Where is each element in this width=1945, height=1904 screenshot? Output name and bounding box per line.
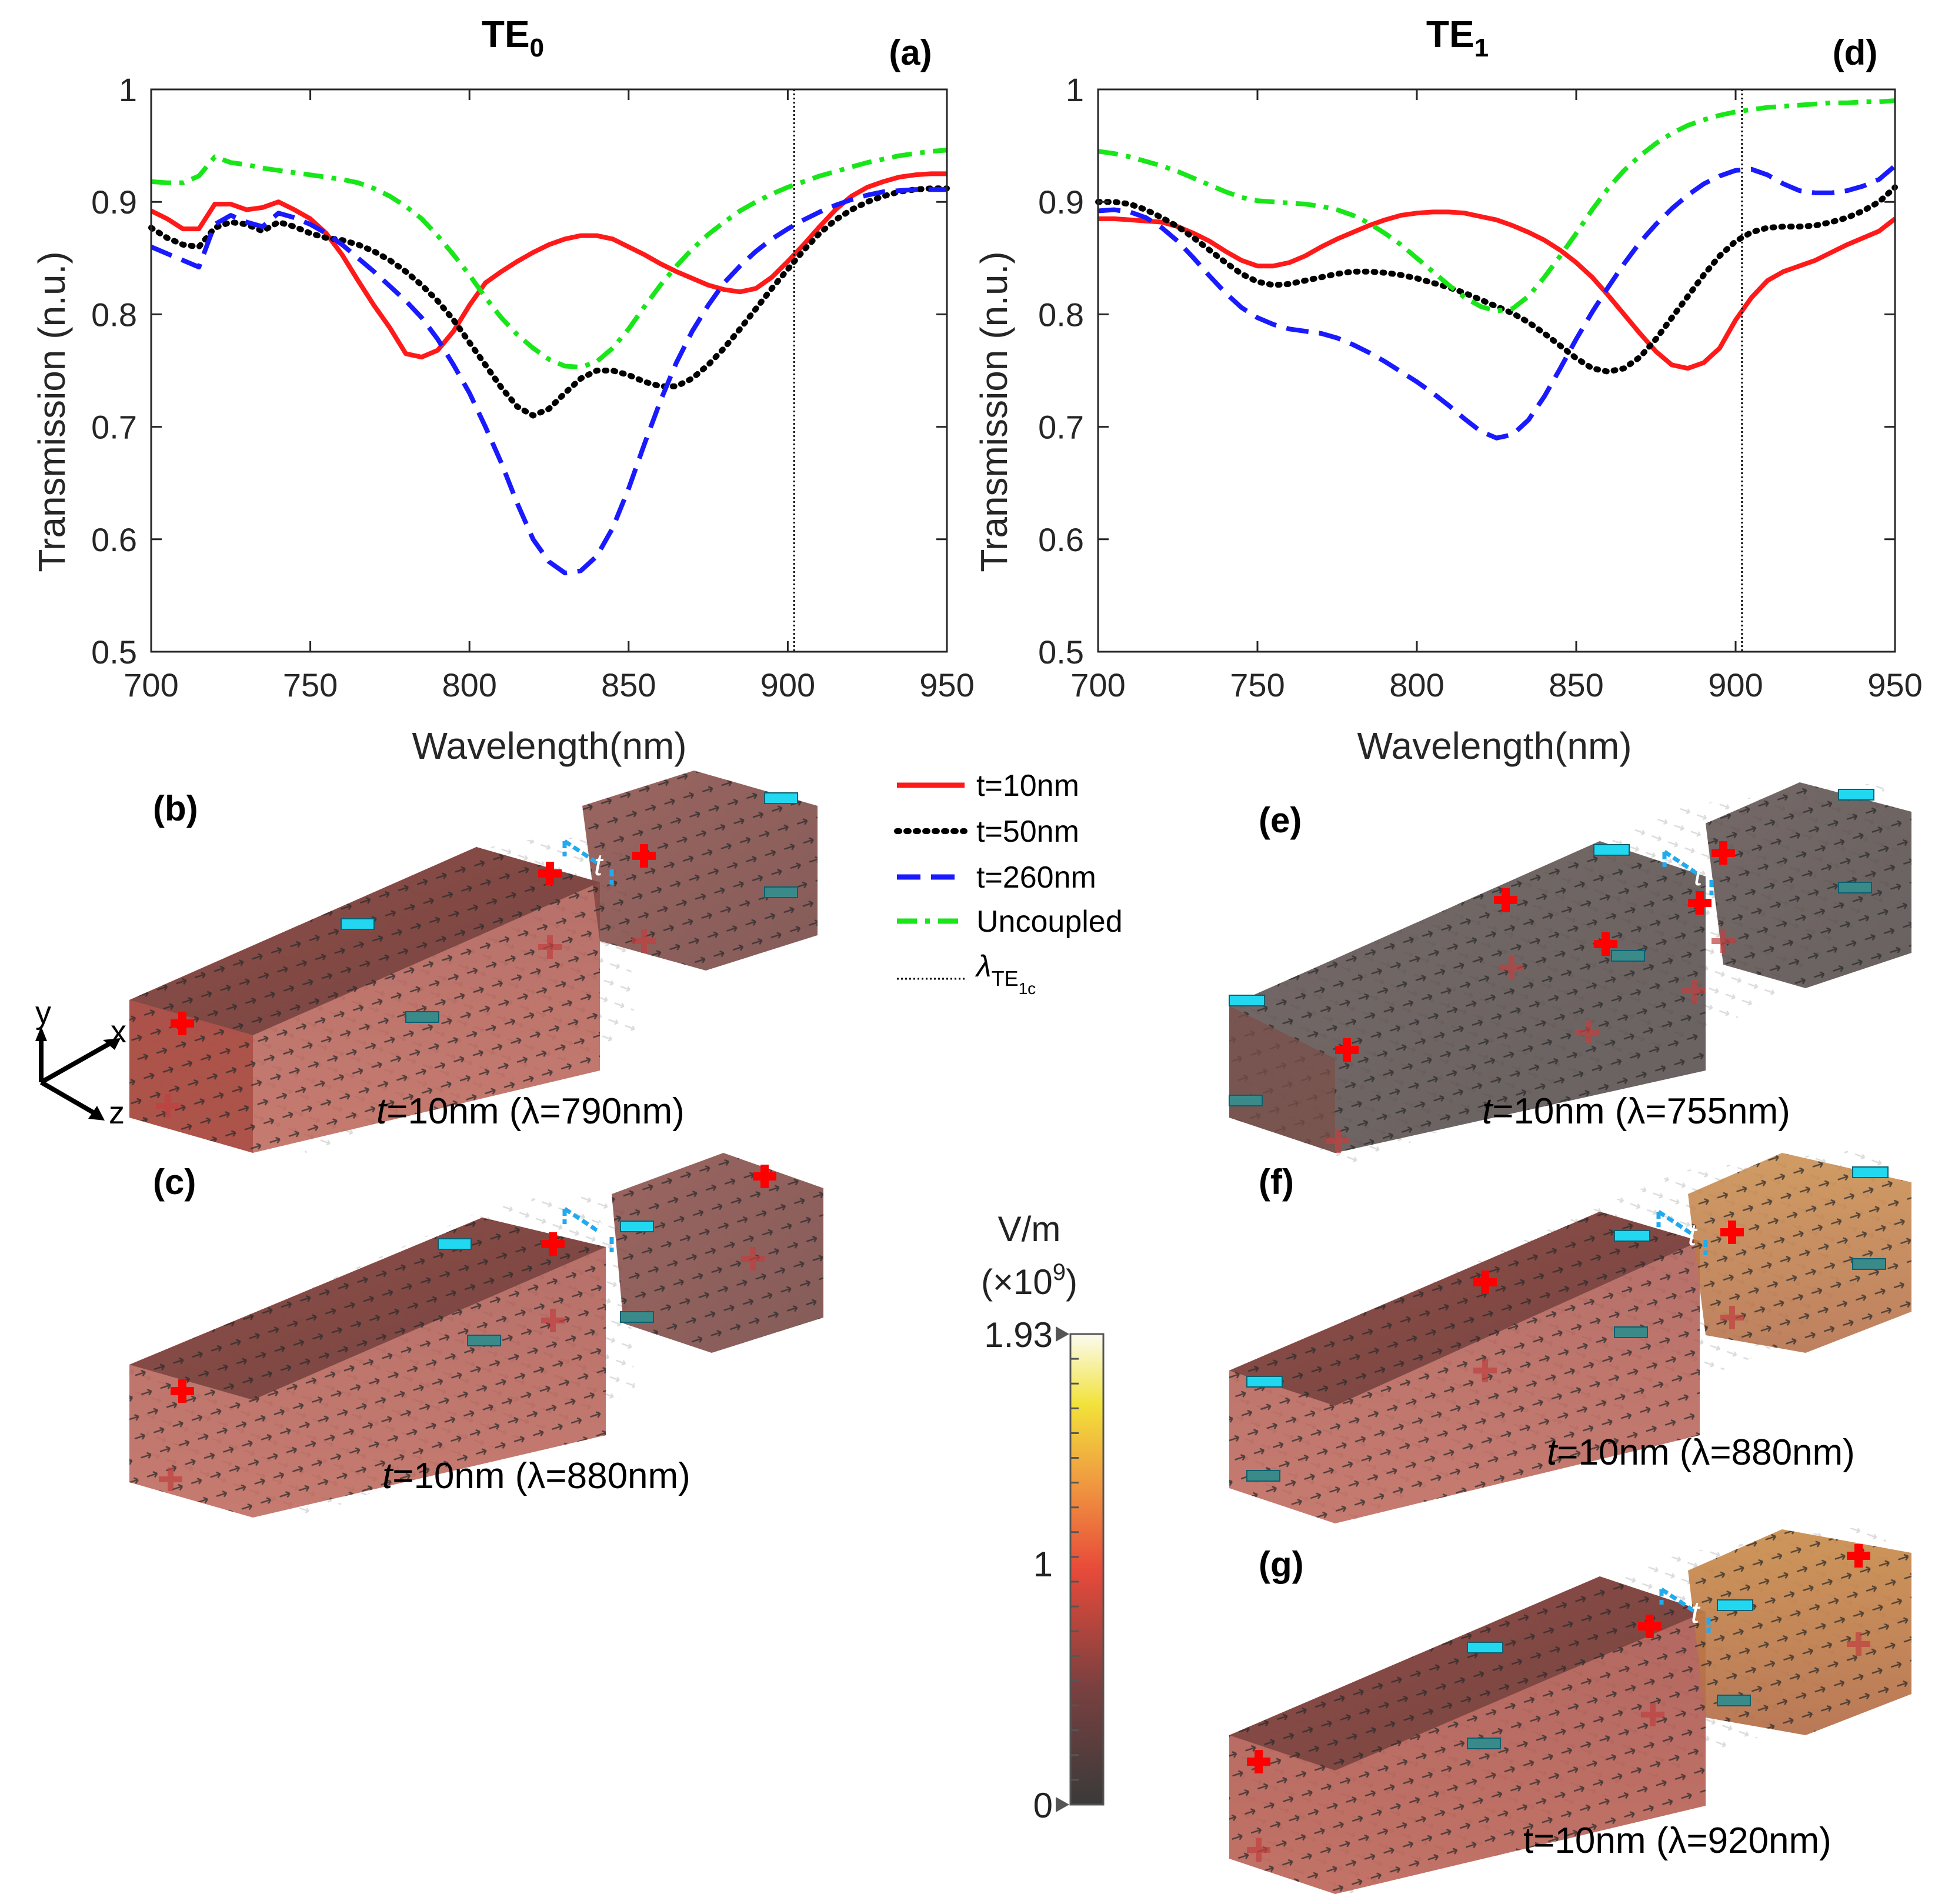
colorbar: V/m (×109) 1.93 1 0: [981, 1209, 1105, 1825]
legend-label-lambda: λTE1c: [975, 949, 1036, 998]
series-line-t-10nm: [150, 171, 947, 360]
y-tick-label: 0.9: [1038, 184, 1084, 221]
plot-frame: [1097, 88, 1896, 653]
panel-d-plot-area: 700 750 800 850 900 950 0.5 0.6 0.7 0.8 0.9 1: [1038, 71, 1923, 703]
axis-triad: y x z: [35, 995, 126, 1131]
charge-markers-c: [159, 1165, 776, 1491]
gap-label-f: t: [1688, 1218, 1698, 1252]
series-line-uncoupled: [1097, 98, 1896, 314]
y-tick-label: 0.5: [91, 633, 137, 671]
panel-b-label: (b): [153, 789, 198, 828]
panel-e-label: (e): [1259, 801, 1302, 840]
plot-frame: [150, 88, 948, 653]
panel-f-caption: t=10nm (λ=880nm): [1547, 1432, 1855, 1473]
field-panel-g: (g) t=10nm (λ=920nm) t: [1229, 1523, 1911, 1894]
colorbar-max-label: 1.93: [984, 1315, 1053, 1355]
axis-y-label: y: [35, 995, 51, 1031]
x-tick-label: 900: [760, 666, 815, 703]
y-tick-label: 0.7: [91, 409, 137, 446]
colorbar-min-label: 0: [1033, 1786, 1053, 1825]
legend: t=10nm t=50nm t=260nm Uncoupled λTE1c: [894, 769, 1123, 998]
panel-d-te1-chart: TE1 (d) 700 750 800 850 900 950 0.5 0.6 0.7 0.8 0.…: [973, 13, 1923, 767]
y-tick-label: 0.6: [91, 521, 137, 558]
axis-z-label: z: [109, 1095, 125, 1131]
series-line-t-50nm: [148, 185, 950, 419]
panel-e-caption: t=10nm (λ=755nm): [1482, 1091, 1790, 1132]
gap-label-c: t: [594, 1215, 604, 1249]
x-tick-label: 750: [1230, 666, 1285, 703]
y-tick-label: 0.8: [1038, 296, 1084, 333]
series-line-t-50nm: [1095, 184, 1898, 375]
colorbar-unit: V/m: [998, 1209, 1061, 1249]
legend-item-t260: t=260nm: [897, 861, 1096, 895]
x-tick-label: 700: [124, 666, 178, 703]
field-panel-b: (b) t=10nm (λ=790nm) t y x z: [35, 771, 818, 1153]
y-tick-label: 0.6: [1038, 521, 1084, 558]
x-tick-label: 950: [919, 666, 974, 703]
colorbar-mid-label: 1: [1033, 1545, 1053, 1584]
x-tick-label: 850: [601, 666, 656, 703]
y-tick-label: 0.9: [91, 184, 137, 221]
gap-label-b: t: [594, 848, 604, 882]
colorbar-gradient: [1069, 1333, 1105, 1806]
panel-c-caption: t=10nm (λ=880nm): [382, 1456, 690, 1496]
x-tick-label: 700: [1070, 666, 1125, 703]
gap-label-g: t: [1691, 1596, 1701, 1630]
panel-d-ylabel: Transmission (n.u.): [973, 251, 1015, 572]
legend-item-uncoupled: Uncoupled: [897, 905, 1123, 939]
charge-markers-g: [1247, 1544, 1870, 1862]
field-panel-f: (f) t=10nm (λ=880nm) t: [1229, 1147, 1911, 1523]
panel-a-xlabel: Wavelength(nm): [412, 725, 686, 767]
panel-b-caption: t=10nm (λ=790nm): [376, 1091, 685, 1132]
legend-label-uncoupled: Uncoupled: [976, 905, 1123, 939]
panel-a-plot-area: 700 750 800 850 900 950 0.5 0.6 0.7 0.8 0.9 1: [91, 71, 975, 703]
y-tick-label: 0.7: [1038, 409, 1084, 446]
legend-item-t50: t=50nm: [894, 815, 1079, 849]
panel-d-label: (d): [1833, 33, 1878, 72]
colorbar-scale: (×109): [981, 1259, 1077, 1302]
charge-markers-e: [1229, 789, 1874, 1153]
x-tick-label: 800: [1389, 666, 1444, 703]
y-tick-label: 0.8: [91, 296, 137, 333]
y-tick-label: 0.5: [1038, 633, 1084, 671]
panel-g-caption: t=10nm (λ=920nm): [1523, 1820, 1831, 1861]
panel-a-ylabel: Transmission (n.u.): [31, 251, 73, 572]
legend-label-t260: t=260nm: [976, 861, 1096, 895]
panel-c-label: (c): [153, 1162, 196, 1202]
series-line-uncoupled: [151, 148, 948, 370]
panel-a-te0-chart: TE0 (a) 700 750 800 850 900 950 0.5 0.6 0.7 0.8 0.…: [31, 13, 975, 767]
x-tick-label: 950: [1867, 666, 1922, 703]
panel-d-title: TE1: [1426, 13, 1489, 62]
series-line-t-260nm: [150, 187, 947, 576]
panel-a-title: TE0: [482, 13, 544, 62]
gap-label-e: t: [1694, 858, 1704, 892]
charge-markers-b: [156, 792, 798, 1118]
legend-label-t10: t=10nm: [976, 769, 1079, 803]
field-panel-e: (e) t=10nm (λ=755nm) t: [1229, 782, 1911, 1165]
panel-g-label: (g): [1259, 1545, 1304, 1584]
y-tick-label: 1: [119, 71, 137, 108]
axis-x-label: x: [111, 1014, 126, 1049]
panel-d-xlabel: Wavelength(nm): [1357, 725, 1632, 767]
legend-item-lambda: λTE1c: [897, 949, 1036, 998]
panel-a-label: (a): [889, 33, 932, 72]
series-line-t-260nm: [1097, 164, 1897, 441]
legend-item-t10: t=10nm: [897, 769, 1079, 803]
x-tick-label: 850: [1549, 666, 1603, 703]
panel-f-label: (f): [1259, 1162, 1294, 1202]
x-tick-label: 800: [442, 666, 496, 703]
field-panel-c: (c) t=10nm (λ=880nm) t: [129, 1153, 823, 1518]
x-tick-label: 750: [283, 666, 338, 703]
x-tick-label: 900: [1708, 666, 1763, 703]
charge-markers-f: [1246, 1166, 1889, 1482]
series-line-t-10nm: [1098, 209, 1897, 371]
legend-label-t50: t=50nm: [976, 815, 1079, 849]
y-tick-label: 1: [1066, 71, 1084, 108]
